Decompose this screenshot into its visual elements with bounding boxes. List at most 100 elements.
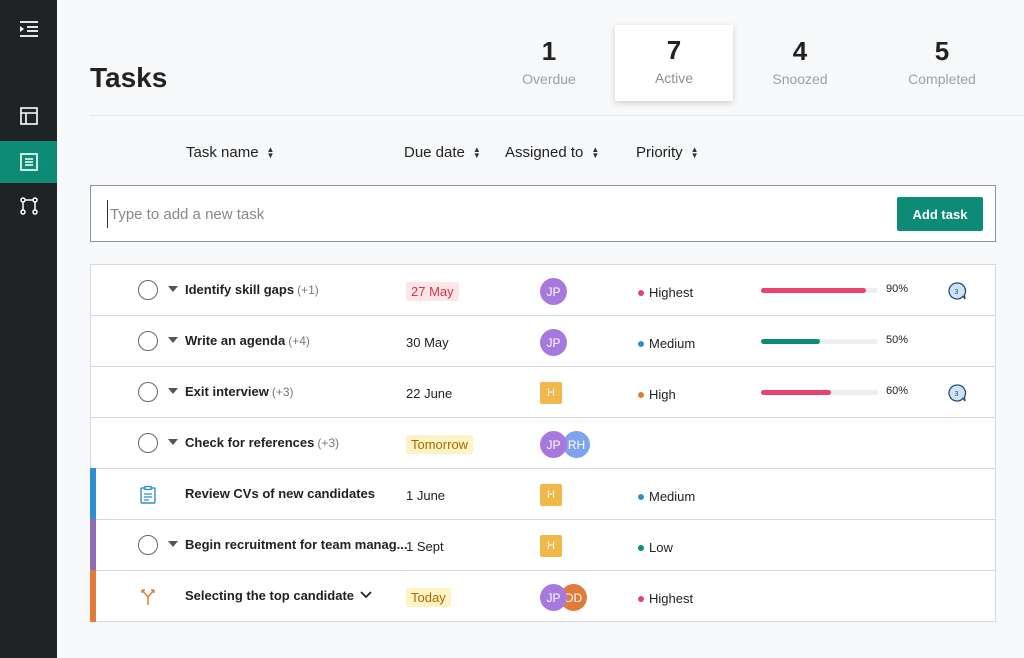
priority-label: High [649,387,676,402]
avatar[interactable]: JP [540,584,567,611]
table-row[interactable]: Write an agenda (+4) 30 May JP Medium 50% [91,316,995,367]
subtask-count: (+1) [297,283,319,297]
sidebar-item-layout[interactable] [0,95,57,137]
layout-icon [19,107,38,125]
progress-fill [761,390,832,395]
due-date[interactable]: 22 June [406,386,453,401]
sidebar-item-workflow[interactable] [0,185,57,227]
task-name[interactable]: Exit interview (+3) [185,384,294,399]
avatar[interactable]: JP [540,278,567,305]
priority-dot [638,544,644,551]
task-name[interactable]: Review CVs of new candidates [185,486,375,501]
split-icon [141,589,155,605]
table-row[interactable]: Identify skill gaps (+1) 27 May JP Highes… [91,265,995,316]
due-date[interactable]: 1 Sept [406,539,444,554]
column-header-task-name[interactable]: Task name ▲ ▼ [186,144,274,161]
priority[interactable]: Low [638,540,673,555]
column-task-name-label: Task name [186,144,259,161]
stat-snoozed-label: Snoozed [772,71,828,87]
add-task-button[interactable]: Add task [897,197,983,231]
complete-checkbox[interactable] [138,280,158,300]
complete-checkbox[interactable] [138,535,158,555]
task-name[interactable]: Begin recruitment for team manag... [185,537,408,552]
header-divider [90,115,1024,116]
task-name[interactable]: Write an agenda (+4) [185,333,310,348]
priority-dot [638,391,644,398]
collapse-menu-icon [19,21,38,37]
complete-checkbox[interactable] [138,433,158,453]
chevron-down-icon[interactable] [359,588,373,602]
stat-snoozed[interactable]: 4 Snoozed [741,30,859,100]
task-name[interactable]: Identify skill gaps (+1) [185,282,319,297]
priority-dot [638,340,644,347]
collapse-menu-button[interactable] [0,8,57,50]
due-date[interactable]: Today [406,588,451,607]
progress-bar [761,288,878,293]
due-date[interactable]: 30 May [406,335,449,350]
task-title: Review CVs of new candidates [185,486,376,501]
progress-bar [761,390,878,395]
comment-count: 3 [955,289,959,296]
comment-icon[interactable]: 3 [947,383,967,403]
column-due-date-label: Due date [404,144,465,161]
task-title: Write an agenda [185,333,286,348]
stat-completed[interactable]: 5 Completed [883,30,1001,100]
comment-icon[interactable]: 3 [947,281,967,301]
priority[interactable]: High [638,387,676,402]
stat-active[interactable]: 7 Active [615,25,733,101]
due-date[interactable]: 1 June [406,488,446,503]
priority[interactable]: Highest [638,285,693,300]
table-row[interactable]: Begin recruitment for team manag... 1 Se… [90,519,995,571]
row-accent [90,519,96,571]
add-task-bar: Add task [90,185,996,242]
expand-subtasks-icon[interactable] [168,388,178,394]
column-assigned-to-label: Assigned to [505,144,584,161]
avatar[interactable]: H [540,484,562,506]
table-row[interactable]: Review CVs of new candidates 1 June H Me… [90,468,995,520]
avatar[interactable]: H [540,535,562,557]
expand-subtasks-icon[interactable] [168,541,178,547]
expand-subtasks-icon[interactable] [168,439,178,445]
complete-checkbox[interactable] [138,331,158,351]
expand-subtasks-icon[interactable] [168,337,178,343]
complete-checkbox[interactable] [138,382,158,402]
avatar[interactable]: JP [540,431,567,458]
priority[interactable]: Medium [638,489,695,504]
column-header-due-date[interactable]: Due date ▲ ▼ [404,144,481,161]
task-title: Identify skill gaps [185,282,295,297]
sort-icon: ▲ ▼ [472,144,481,160]
avatar[interactable]: JP [540,329,567,356]
avatar[interactable]: H [540,382,562,404]
table-row[interactable]: Exit interview (+3) 22 June H High 60% 3 [91,367,995,418]
priority[interactable]: Highest [638,591,693,606]
expand-subtasks-icon[interactable] [168,286,178,292]
row-accent [90,570,96,622]
priority[interactable]: Medium [638,336,695,351]
progress-percent: 60% [886,385,909,397]
avatar[interactable]: RH [563,431,590,458]
due-date[interactable]: 27 May [406,282,459,301]
sidebar [0,0,57,658]
table-row[interactable]: Selecting the top candidate Today DD JP … [90,570,995,622]
due-date[interactable]: Tomorrow [406,435,474,454]
task-name[interactable]: Selecting the top candidate [185,588,354,603]
stat-overdue[interactable]: 1 Overdue [490,30,608,100]
task-list-icon [19,153,38,171]
priority-label: Medium [649,336,696,351]
subtask-count: (+4) [288,334,310,348]
subtask-count: (+3) [317,436,340,450]
priority-label: Highest [649,591,694,606]
task-name[interactable]: Check for references (+3) [185,435,339,450]
progress-fill [761,288,867,293]
sidebar-item-tasks[interactable] [0,141,57,183]
page-title: Tasks [90,62,168,93]
priority-dot [638,493,644,500]
task-title: Begin recruitment for team manag... [185,537,408,552]
table-row[interactable]: Check for references (+3) Tomorrow JP RH [91,418,995,469]
progress-bar [761,339,878,344]
column-header-assigned-to[interactable]: Assigned to ▲ ▼ [505,144,599,161]
new-task-input[interactable] [107,200,867,228]
column-header-priority[interactable]: Priority ▲ ▼ [636,144,699,161]
sort-icon: ▲ ▼ [266,144,275,160]
progress-percent: 90% [886,283,909,295]
